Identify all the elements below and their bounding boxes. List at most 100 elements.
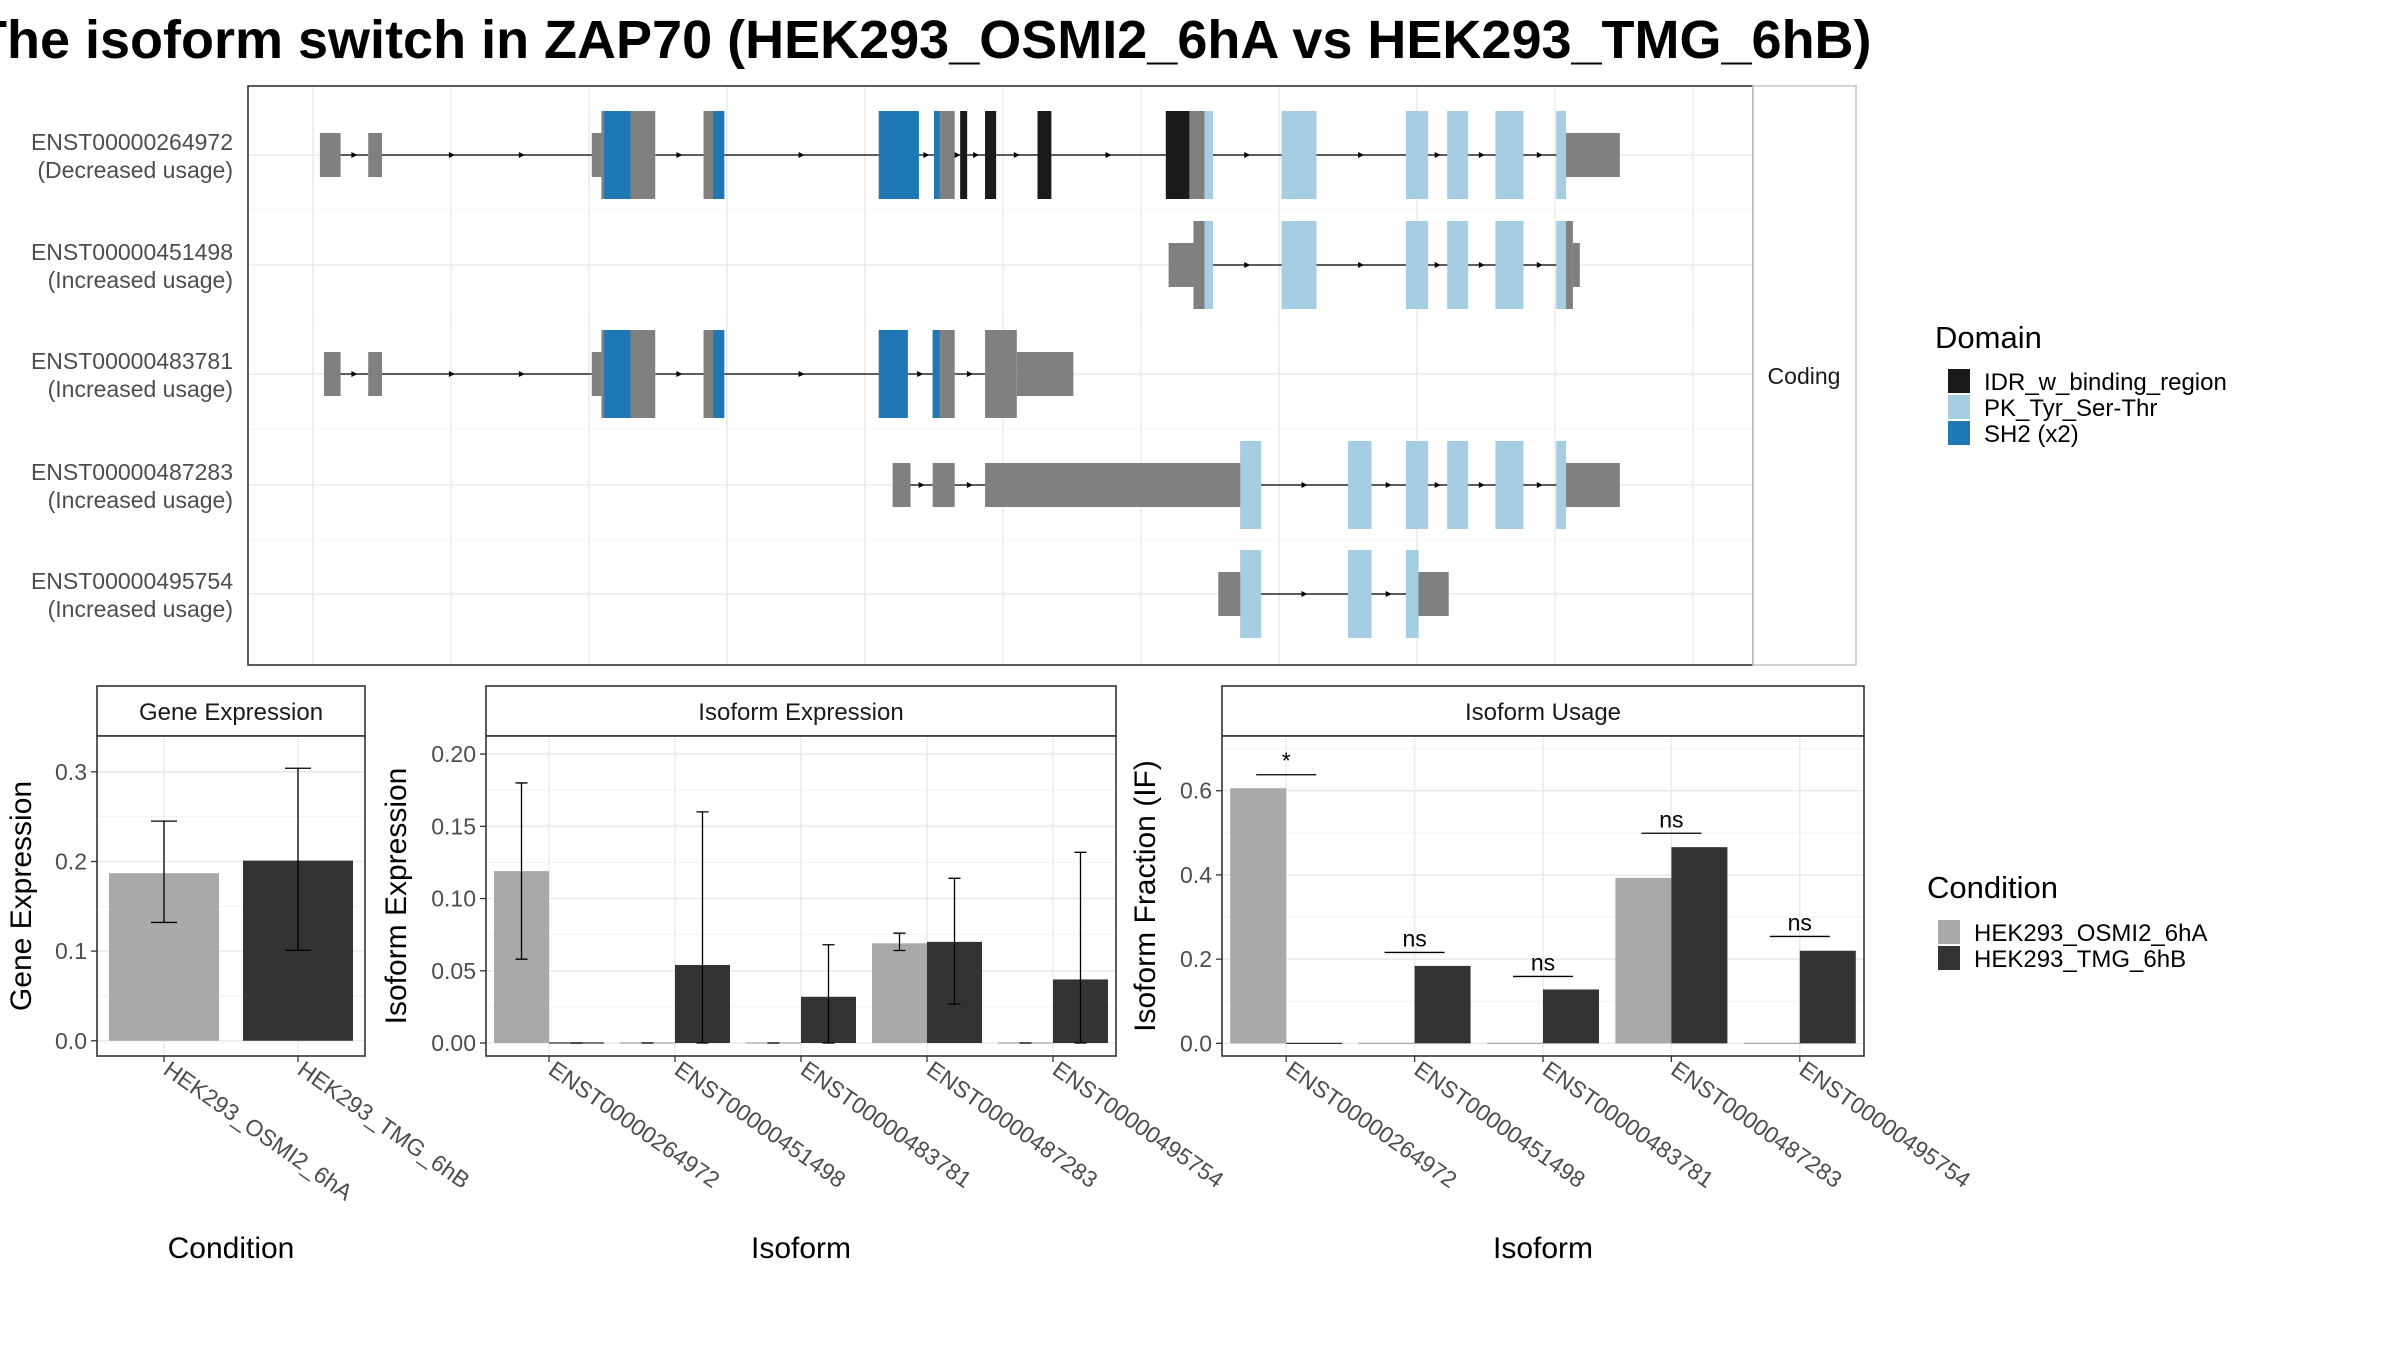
utr-exon	[1218, 572, 1241, 616]
domain-segment	[960, 111, 968, 199]
y-tick-label: 0.05	[431, 958, 476, 984]
intron-arrow	[798, 371, 805, 377]
intron-arrow	[1536, 482, 1543, 488]
utr-exon	[319, 133, 341, 177]
domain-segment	[1495, 441, 1524, 529]
utr-exon	[591, 352, 602, 396]
transcript-usage-label: (Increased usage)	[48, 376, 233, 402]
panel-strip-label: Isoform Usage	[1465, 699, 1621, 726]
x-axis-title: Isoform	[1493, 1232, 1593, 1265]
y-tick-label: 0.10	[431, 886, 476, 912]
y-tick-label: 0.20	[431, 741, 476, 767]
significance-label: ns	[1659, 806, 1683, 832]
intron-arrow	[448, 152, 455, 158]
utr-exon	[1168, 243, 1194, 287]
utr-exon	[1566, 463, 1620, 507]
intron-arrow	[1301, 591, 1308, 597]
condition-legend-label: HEK293_TMG_6hB	[1974, 946, 2186, 973]
panel-strip	[485, 685, 1117, 737]
domain-segment	[1348, 441, 1372, 529]
y-tick-label: 0.4	[1180, 862, 1212, 888]
condition-legend-swatch	[1938, 920, 1960, 944]
domain-segment	[1556, 221, 1567, 309]
figure-title: The isoform switch in ZAP70 (HEK293_OSMI…	[0, 10, 1872, 70]
domain-segment	[1447, 441, 1469, 529]
domain-legend-swatch	[1948, 369, 1970, 393]
y-tick-label: 0.1	[55, 938, 87, 964]
y-tick-label: 0.0	[1180, 1030, 1212, 1056]
intron-arrow	[676, 152, 683, 158]
coding-exon	[985, 330, 1017, 418]
intron-arrow	[1434, 482, 1441, 488]
panel-border	[96, 735, 366, 1057]
domain-segment	[985, 111, 997, 199]
domain-segment	[1348, 550, 1372, 638]
y-tick-label: 0.2	[55, 848, 87, 874]
transcript-track	[892, 441, 1620, 529]
y-tick-label: 0.6	[1180, 778, 1212, 804]
y-tick-label: 0.3	[55, 759, 87, 785]
utr-exon	[368, 133, 382, 177]
domain-segment	[1204, 221, 1213, 309]
domain-segment	[1405, 441, 1429, 529]
condition-legend-label: HEK293_OSMI2_6hA	[1974, 920, 2207, 947]
bar	[1230, 788, 1287, 1044]
domain-segment	[1556, 441, 1567, 529]
intron-arrow	[954, 152, 961, 158]
transcript-id-label: ENST00000483781	[31, 348, 233, 374]
x-axis-title: Condition	[168, 1232, 295, 1265]
y-axis-title: Isoform Fraction (IF)	[1129, 760, 1162, 1032]
x-axis-title: Isoform	[751, 1232, 851, 1265]
utr-exon	[1016, 352, 1074, 396]
significance-label: ns	[1531, 949, 1555, 975]
intron-arrow	[1536, 152, 1543, 158]
domain-segment	[1240, 550, 1262, 638]
intron-arrow	[518, 371, 525, 377]
intron-arrow	[1105, 152, 1112, 158]
domain-legend-label: PK_Tyr_Ser-Thr	[1984, 395, 2157, 422]
domain-segment	[1447, 111, 1469, 199]
domain-segment	[1405, 111, 1429, 199]
bar	[1671, 847, 1728, 1044]
isoform-usage-panel: Isoform Usage*nsnsnsns0.00.20.40.6ENST00…	[1129, 685, 1976, 1265]
transcript-structure-panel: Coding ENST00000264972(Decreased usage)E…	[31, 85, 1857, 666]
transcript-id-label: ENST00000264972	[31, 129, 233, 155]
intron-arrow	[1385, 591, 1392, 597]
condition-legend-title: Condition	[1927, 870, 2058, 905]
error-bar	[822, 944, 835, 1044]
y-tick-label: 0.00	[431, 1030, 476, 1056]
intron-arrow	[1358, 262, 1365, 268]
domain-segment	[932, 330, 940, 418]
domain-segment	[1556, 111, 1567, 199]
domain-segment	[1037, 111, 1052, 199]
utr-exon	[932, 463, 955, 507]
y-axis-title: Gene Expression	[5, 781, 38, 1011]
intron-arrow	[1434, 262, 1441, 268]
intron-arrow	[1013, 152, 1020, 158]
y-tick-label: 0.15	[431, 813, 476, 839]
intron-arrow	[1434, 152, 1441, 158]
utr-exon	[1418, 572, 1449, 616]
panel-strip-label: Gene Expression	[139, 699, 323, 726]
transcript-track	[319, 111, 1620, 199]
domain-segment	[1495, 111, 1524, 199]
bar	[1543, 989, 1599, 1044]
panel-strip	[1221, 685, 1865, 737]
domain-segment	[713, 111, 725, 199]
domain-legend-swatch	[1948, 395, 1970, 419]
error-bar	[696, 811, 709, 1044]
significance-label: *	[1282, 748, 1291, 774]
intron-arrow	[1385, 482, 1392, 488]
transcript-track	[1168, 221, 1580, 309]
intron-arrow	[798, 152, 805, 158]
intron-arrow	[918, 482, 925, 488]
domain-legend-title: Domain	[1935, 320, 2042, 355]
intron-arrow	[1478, 482, 1485, 488]
utr-exon	[892, 463, 911, 507]
domain-legend-label: SH2 (x2)	[1984, 421, 2079, 448]
y-axis-title: Isoform Expression	[380, 768, 413, 1025]
